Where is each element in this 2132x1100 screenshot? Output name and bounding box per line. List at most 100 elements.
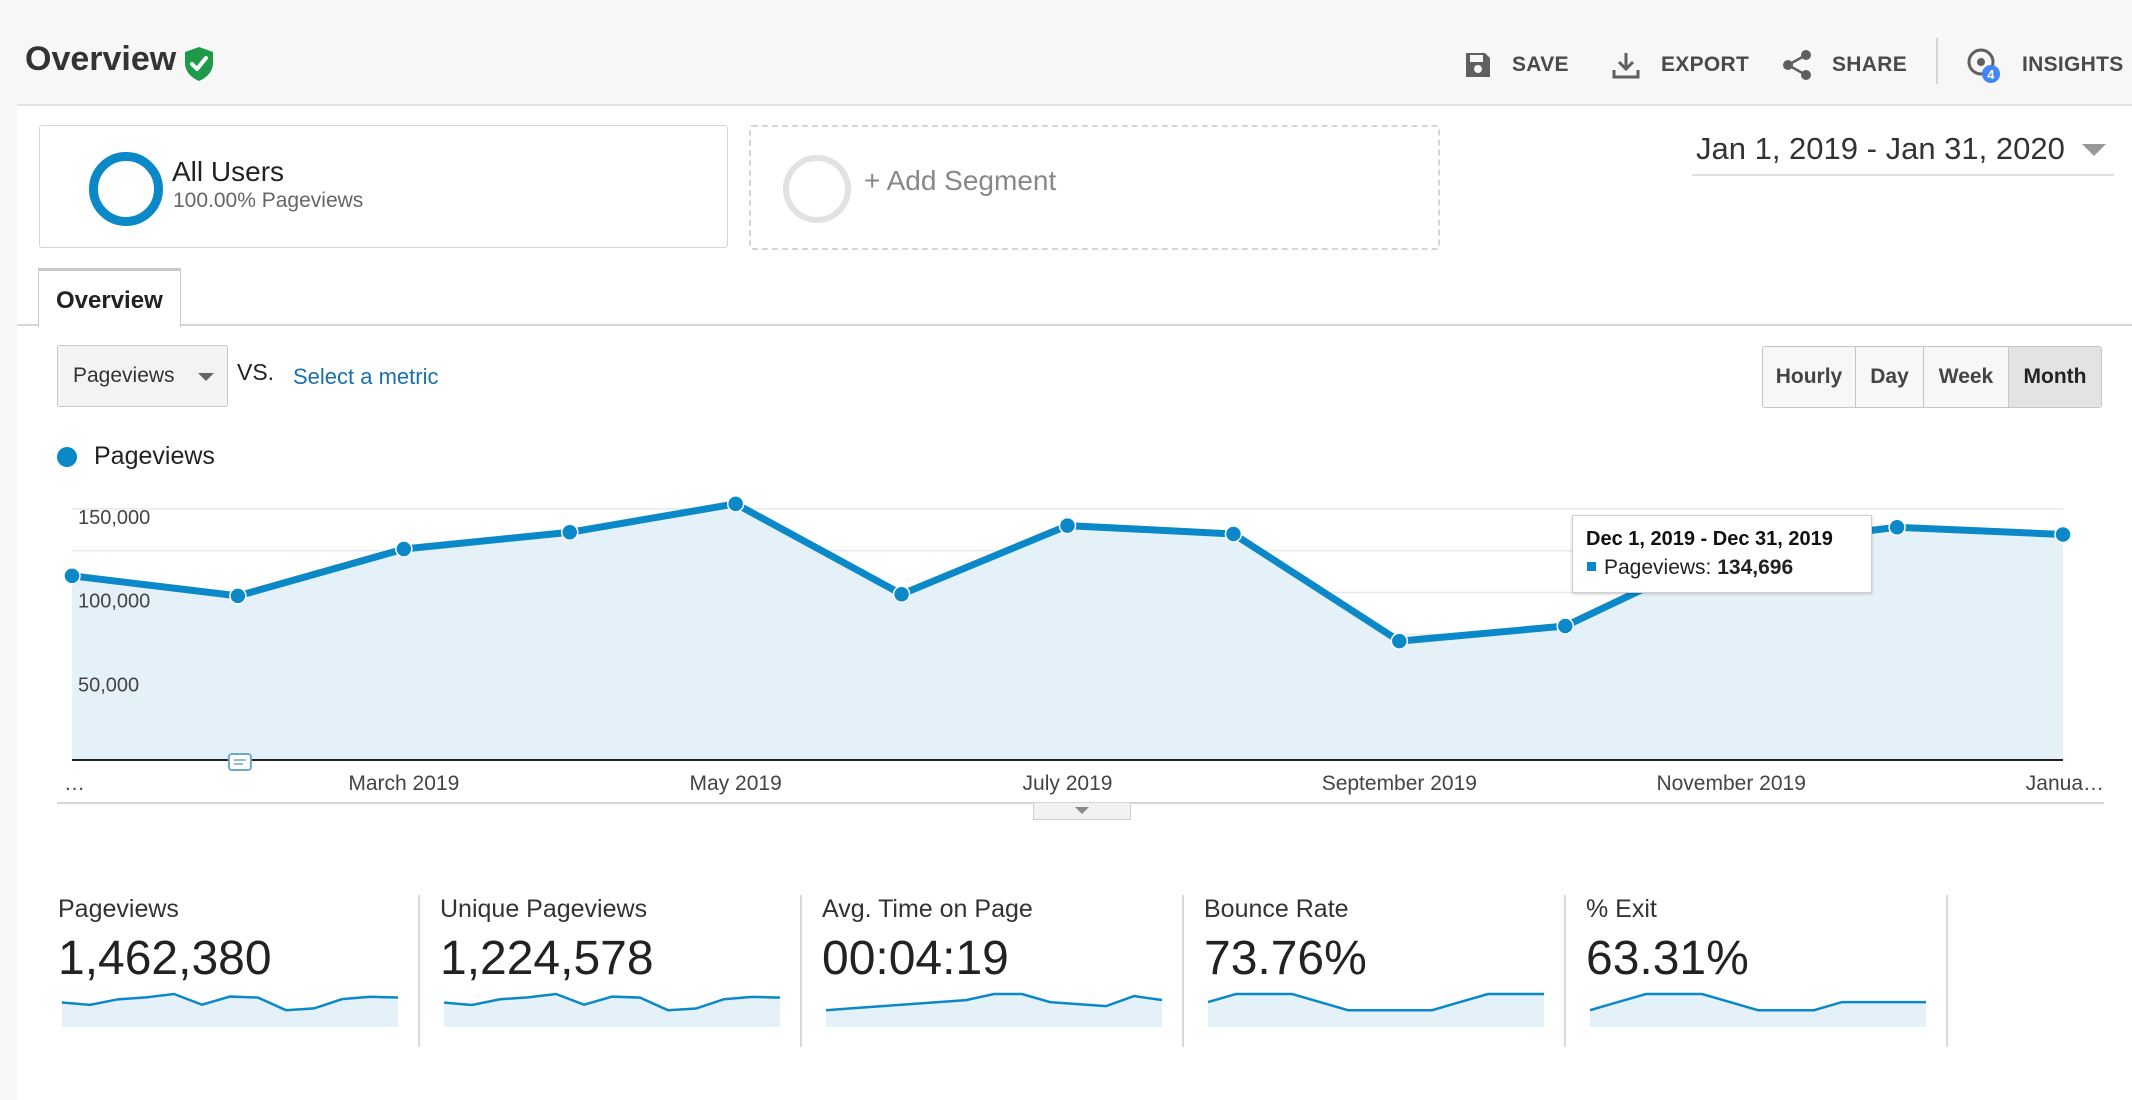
scorecard-sparkline xyxy=(826,992,1162,1027)
select-metric-link[interactable]: Select a metric xyxy=(293,364,439,389)
tab-overview-label: Overview xyxy=(56,287,163,314)
empty-segment-ring-icon xyxy=(783,155,851,223)
export-label: EXPORT xyxy=(1661,53,1750,76)
scorecard-sparkline xyxy=(1590,992,1926,1027)
chart-collapse-handle[interactable] xyxy=(1033,803,1131,820)
tooltip-swatch xyxy=(1587,562,1596,571)
sparkline-line xyxy=(1208,992,1544,1012)
scorecard-sparkline xyxy=(62,992,398,1027)
add-segment-button[interactable]: + Add Segment xyxy=(749,125,1440,250)
granularity-day-button[interactable]: Day xyxy=(1856,347,1924,407)
data-point xyxy=(561,523,579,542)
sparkline-area xyxy=(826,994,1162,1027)
scorecard-divider xyxy=(1182,895,1184,1047)
segment-all-users[interactable]: All Users 100.00% Pageviews xyxy=(39,125,728,248)
scorecard-value: 63.31% xyxy=(1586,932,1749,985)
x-tick-label: … xyxy=(64,772,85,795)
scorecard-label: % Exit xyxy=(1586,895,1657,923)
scorecard-label: Unique Pageviews xyxy=(440,895,648,923)
x-tick-label: November 2019 xyxy=(1656,772,1805,795)
scorecard-divider xyxy=(800,895,802,1047)
sparkline-area xyxy=(62,994,398,1027)
y-tick-label: 150,000 xyxy=(78,507,150,529)
shield-check-icon xyxy=(185,47,213,81)
x-tick-label: March 2019 xyxy=(348,772,459,795)
share-icon xyxy=(1783,50,1811,80)
left-gutter xyxy=(0,0,17,1100)
export-button[interactable]: EXPORT xyxy=(1611,48,1749,82)
scorecard-label: Bounce Rate xyxy=(1204,895,1349,923)
scorecard-bounce-rate[interactable]: Bounce Rate 73.76% xyxy=(1204,895,1570,1045)
dropdown-caret-icon xyxy=(198,373,214,381)
chevron-down-icon xyxy=(2082,144,2106,156)
x-tick-label: September 2019 xyxy=(1322,772,1477,795)
granularity-toggle: Hourly Day Week Month xyxy=(1762,346,2102,408)
granularity-month-button[interactable]: Month xyxy=(2009,347,2101,407)
insights-label: INSIGHTS xyxy=(2022,53,2124,76)
tab-overview[interactable]: Overview xyxy=(38,268,181,327)
data-point xyxy=(726,495,745,513)
sparkline-line xyxy=(444,992,780,1012)
sparkline-line xyxy=(62,992,398,1012)
chart-area-fill xyxy=(72,503,2063,760)
data-point xyxy=(229,587,247,605)
page-title: Overview xyxy=(25,40,177,78)
share-button[interactable]: SHARE xyxy=(1782,48,1907,82)
insights-badge: 4 xyxy=(1987,67,1995,82)
scorecard-value: 1,224,578 xyxy=(440,932,654,985)
x-tick-label: Janua… xyxy=(2026,772,2104,795)
scorecard-value: 00:04:19 xyxy=(822,932,1009,985)
scorecard-sparkline xyxy=(444,992,780,1027)
granularity-week-button[interactable]: Week xyxy=(1924,347,2009,407)
insights-icon: 4 xyxy=(1967,48,2000,83)
scorecard-percent-exit[interactable]: % Exit 63.31% xyxy=(1586,895,1952,1045)
tooltip-metric: Pageviews: 134,696 xyxy=(1604,556,1793,580)
floppy-disk-icon xyxy=(1466,53,1490,77)
data-point xyxy=(1390,632,1409,650)
scorecard-sparkline xyxy=(1208,992,1544,1027)
granularity-hourly-button[interactable]: Hourly xyxy=(1763,347,1856,407)
download-icon xyxy=(1612,53,1640,79)
scorecard-divider xyxy=(1946,895,1948,1047)
sparkline-area xyxy=(444,994,780,1027)
y-tick-label: 100,000 xyxy=(78,591,150,613)
tooltip-date: Dec 1, 2019 - Dec 31, 2019 xyxy=(1586,528,1833,550)
insights-button[interactable]: 4 INSIGHTS xyxy=(1964,48,2124,83)
tooltip-metric-label: Pageviews: xyxy=(1604,556,1712,579)
data-point xyxy=(892,585,911,603)
scorecard-unique-pageviews[interactable]: Unique Pageviews 1,224,578 xyxy=(440,895,806,1045)
save-button[interactable]: SAVE xyxy=(1464,48,1569,82)
chart-tooltip: Dec 1, 2019 - Dec 31, 2019 Pageviews: 13… xyxy=(1572,515,1872,593)
scorecard-divider xyxy=(418,895,420,1047)
scorecard-avg-time-on-page[interactable]: Avg. Time on Page 00:04:19 xyxy=(822,895,1188,1045)
data-point xyxy=(1058,516,1077,535)
segment-subtitle: 100.00% Pageviews xyxy=(173,189,364,212)
scorecard-pageviews[interactable]: Pageviews 1,462,380 xyxy=(58,895,424,1045)
scorecard-label: Avg. Time on Page xyxy=(822,895,1033,923)
metric-dropdown[interactable]: Pageviews xyxy=(57,345,228,407)
segment-ring-icon xyxy=(89,152,163,226)
scorecard-value: 1,462,380 xyxy=(58,932,272,985)
data-point xyxy=(1224,525,1243,543)
sparkline-line xyxy=(1590,992,1926,1012)
toolbar-divider xyxy=(1936,38,1938,84)
vs-label: VS. xyxy=(237,359,275,385)
sparkline-line xyxy=(826,992,1162,1012)
legend-swatch xyxy=(57,447,77,467)
data-point xyxy=(1556,617,1574,635)
scorecard-value: 73.76% xyxy=(1204,932,1367,985)
tooltip-value: 134,696 xyxy=(1717,556,1794,579)
pageviews-chart: 150,000 100,000 50,000 … March 2019 May 2019 J… xyxy=(63,495,2104,795)
legend-label: Pageviews xyxy=(94,442,215,470)
date-range-label: Jan 1, 2019 - Jan 31, 2020 xyxy=(1696,131,2065,166)
data-point xyxy=(63,567,81,585)
metric-dropdown-value: Pageviews xyxy=(73,364,175,387)
collapse-caret-icon xyxy=(1075,807,1089,814)
segment-name: All Users xyxy=(172,156,285,187)
tab-divider xyxy=(17,324,2132,326)
report-header: Overview SAVE EXPORT SHARE xyxy=(17,0,2132,106)
data-point xyxy=(2054,525,2072,544)
scorecard-divider xyxy=(1564,895,1566,1047)
data-point xyxy=(1888,518,1906,537)
date-range-picker[interactable]: Jan 1, 2019 - Jan 31, 2020 xyxy=(1692,128,2114,176)
